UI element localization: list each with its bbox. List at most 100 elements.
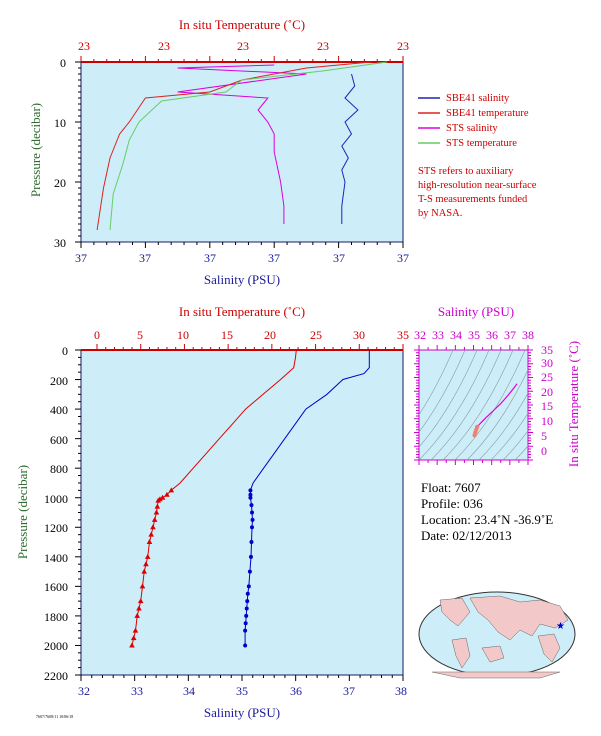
main-top-tick: 10 — [177, 328, 189, 342]
ts-right-tick: 10 — [541, 414, 553, 428]
temperature-point — [137, 598, 144, 604]
top-panel-left-tick: 20 — [54, 176, 66, 190]
ts-right-tick: 15 — [541, 399, 553, 413]
main-bottom-tick: 36 — [290, 684, 302, 698]
ts-top-tick: 38 — [522, 328, 534, 342]
temperature-point — [141, 568, 148, 574]
ts-density-contours — [419, 350, 528, 460]
density-contour-line — [478, 392, 528, 460]
main-left-tick: 800 — [50, 462, 68, 476]
density-contour-line — [514, 445, 528, 460]
top-plot-area — [80, 61, 404, 243]
top-panel-bottom-axis-label: Salinity (PSU) — [204, 272, 280, 287]
temperature-point — [168, 487, 175, 493]
legend: SBE41 salinity SBE41 temperature STS sal… — [418, 93, 529, 149]
temperature-point — [136, 605, 142, 611]
temperature-point — [150, 524, 156, 530]
top-panel-left-tick: 30 — [54, 236, 66, 250]
density-contour-line — [490, 412, 528, 460]
top-series-line — [341, 73, 359, 224]
salinity-point — [244, 613, 249, 618]
ts-top-tick: 37 — [504, 328, 516, 342]
float-id: Float: 7607 — [421, 480, 481, 495]
ts-right-tick: 35 — [541, 343, 553, 357]
ts-right-tick: 0 — [541, 444, 547, 458]
top-panel-left-axis-label: Pressure (decibar) — [28, 103, 43, 197]
top-panel-bottom-tick: 37 — [397, 251, 409, 265]
main-bottom-tick: 33 — [131, 684, 143, 698]
sts-note: STS refers to auxiliary high-resolution … — [418, 166, 537, 219]
salinity-point — [250, 517, 255, 522]
top-panel-left-tick: 10 — [54, 116, 66, 130]
temperature-point — [144, 553, 151, 559]
legend-label: STS temperature — [446, 138, 517, 149]
main-left-tick: 600 — [50, 433, 68, 447]
salinity-point — [245, 599, 250, 604]
temperature-point — [134, 612, 141, 618]
main-left-tick: 1000 — [44, 492, 68, 506]
main-top-axis-label: In situ Temperature (˚C) — [179, 304, 305, 319]
main-top-tick: 35 — [397, 328, 409, 342]
main-plot-area — [80, 349, 404, 676]
main-left-tick: 2000 — [44, 639, 68, 653]
ts-right-tick: 5 — [541, 429, 547, 443]
top-panel-top-tick: 23 — [78, 39, 90, 53]
top-panel-curves — [96, 61, 387, 231]
legend-label: STS salinity — [446, 123, 498, 134]
top-series-line — [96, 61, 371, 231]
note-line: STS refers to auxiliary — [418, 166, 514, 177]
ts-top-tick: 35 — [468, 328, 480, 342]
temperature-point — [143, 561, 149, 567]
ts-top-tick: 34 — [450, 328, 462, 342]
temperature-point — [155, 497, 161, 503]
salinity-point — [250, 525, 255, 530]
main-left-tick: 0 — [62, 344, 68, 358]
ts-top-tick: 32 — [414, 328, 426, 342]
density-contour-line — [419, 350, 466, 433]
salinity-point — [244, 606, 249, 611]
temperature-point — [146, 539, 153, 545]
main-left-tick: 1400 — [44, 551, 68, 565]
main-bottom-tick: 37 — [343, 684, 355, 698]
top-series-line — [177, 64, 307, 224]
salinity-point — [248, 554, 253, 559]
note-line: T-S measurements funded — [418, 194, 528, 205]
top-panel-top-tick: 23 — [317, 39, 329, 53]
top-panel-left-tick: 0 — [60, 56, 66, 70]
salinity-point — [246, 584, 251, 589]
note-line: by NASA. — [418, 208, 462, 219]
temperature-point — [139, 583, 146, 589]
top-series-line — [109, 61, 387, 231]
float-info: Float: 7607 Profile: 036 Location: 23.4˚… — [421, 480, 553, 543]
ts-top-tick: 33 — [432, 328, 444, 342]
main-bottom-tick: 34 — [183, 684, 195, 698]
temperature-point — [154, 503, 161, 509]
main-left-tick: 1800 — [44, 610, 68, 624]
main-top-tick: 5 — [137, 328, 143, 342]
main-panel-ticks — [75, 344, 404, 681]
salinity-point — [249, 503, 254, 508]
main-panel: In situ Temperature (˚C) 0 5 10 15 20 25… — [15, 304, 409, 720]
date: Date: 02/12/2013 — [421, 528, 512, 543]
ts-right-axis-label: In situ Temperature (˚C) — [566, 341, 581, 467]
top-panel-bottom-tick: 37 — [204, 251, 216, 265]
note-line: high-resolution near-surface — [418, 180, 537, 191]
salinity-point — [247, 569, 252, 574]
salinity-point — [248, 492, 253, 497]
ts-curve — [472, 383, 518, 438]
main-top-tick: 15 — [221, 328, 233, 342]
main-top-tick: 25 — [310, 328, 322, 342]
map-land-america — [439, 597, 471, 627]
density-contour-line — [419, 350, 490, 460]
ts-right-tick: 30 — [541, 356, 553, 370]
temperature-point — [164, 491, 170, 497]
main-left-axis-label: Pressure (decibar) — [15, 465, 30, 559]
top-panel-top-tick: 23 — [397, 39, 409, 53]
ts-top-tick: 36 — [486, 328, 498, 342]
density-contour-line — [526, 458, 528, 460]
main-panel-curves — [129, 349, 370, 648]
temperature-point — [151, 516, 158, 522]
main-bottom-axis-label: Salinity (PSU) — [204, 705, 280, 720]
salinity-point — [249, 540, 254, 545]
